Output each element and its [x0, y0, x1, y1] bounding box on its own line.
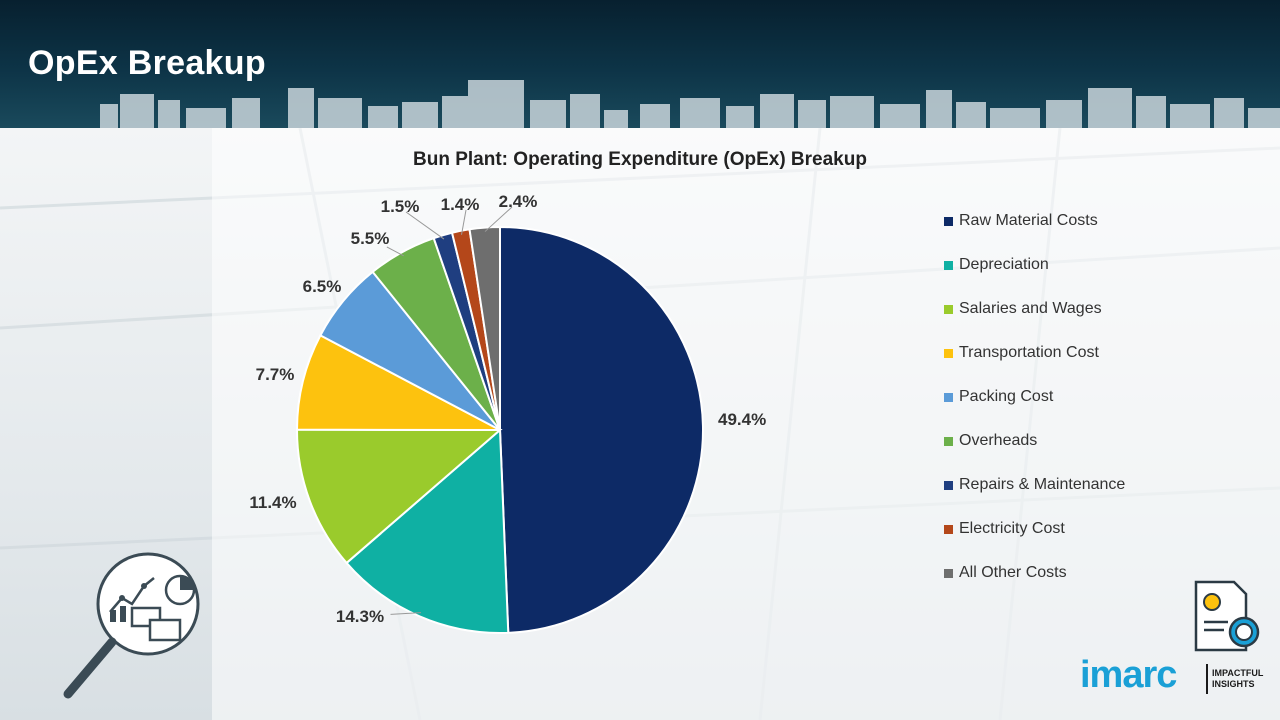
leader-line-6	[405, 211, 445, 240]
cost-document-icon	[1194, 580, 1260, 652]
legend-swatch	[944, 349, 953, 358]
legend-label: Overheads	[959, 432, 1038, 449]
legend-swatch	[944, 569, 953, 578]
data-label-6: 1.5%	[381, 197, 420, 216]
leader-line-5	[386, 246, 404, 257]
data-label-1: 14.3%	[336, 607, 384, 626]
data-label-5: 5.5%	[351, 229, 390, 248]
data-label-2: 11.4%	[249, 493, 296, 512]
leader-line-8	[484, 206, 513, 232]
logo-tagline: IMPACTFUL INSIGHTS	[1212, 668, 1280, 690]
chart-title: Bun Plant: Operating Expenditure (OpEx) …	[413, 149, 867, 170]
data-label-4: 6.5%	[303, 277, 342, 296]
data-label-0: 49.4%	[718, 410, 766, 429]
legend-swatch	[944, 261, 953, 270]
pie-slice-0	[499, 225, 704, 634]
legend-label: Salaries and Wages	[959, 300, 1102, 317]
logo-divider	[1206, 664, 1208, 694]
legend-label: Raw Material Costs	[959, 212, 1098, 229]
pie-slice-2	[295, 428, 503, 565]
logo-wordmark: imarc	[1080, 654, 1177, 696]
data-label-3: 7.7%	[256, 365, 295, 384]
leader-line-7	[461, 209, 467, 235]
legend-swatch	[944, 305, 953, 314]
pie-slice-8	[468, 225, 501, 431]
data-label-8: 2.4%	[499, 192, 538, 211]
legend-label: All Other Costs	[959, 564, 1067, 581]
leader-line-1	[390, 612, 422, 615]
pie-slice-3	[295, 334, 501, 431]
legend-label: Transportation Cost	[959, 344, 1099, 361]
legend-swatch	[944, 525, 953, 534]
page-title: OpEx Breakup	[28, 44, 266, 82]
legend-label: Depreciation	[959, 256, 1049, 273]
legend-label: Repairs & Maintenance	[959, 476, 1126, 493]
logo-tagline-line-1: IMPACTFUL	[1212, 668, 1264, 678]
pie-slice-1	[345, 427, 510, 634]
legend-label: Electricity Cost	[959, 520, 1065, 537]
legend-swatch	[944, 393, 953, 402]
magnifier-analytics-icon	[63, 552, 200, 699]
data-label-7: 1.4%	[441, 195, 480, 214]
legend-swatch	[944, 437, 953, 446]
city-skyline-graphic	[100, 80, 1280, 128]
legend-swatch	[944, 217, 953, 226]
header-banner: OpEx Breakup	[0, 0, 1280, 128]
legend-label: Packing Cost	[959, 388, 1054, 405]
legend-swatch	[944, 481, 953, 490]
logo-tagline-line-2: INSIGHTS	[1212, 679, 1255, 689]
